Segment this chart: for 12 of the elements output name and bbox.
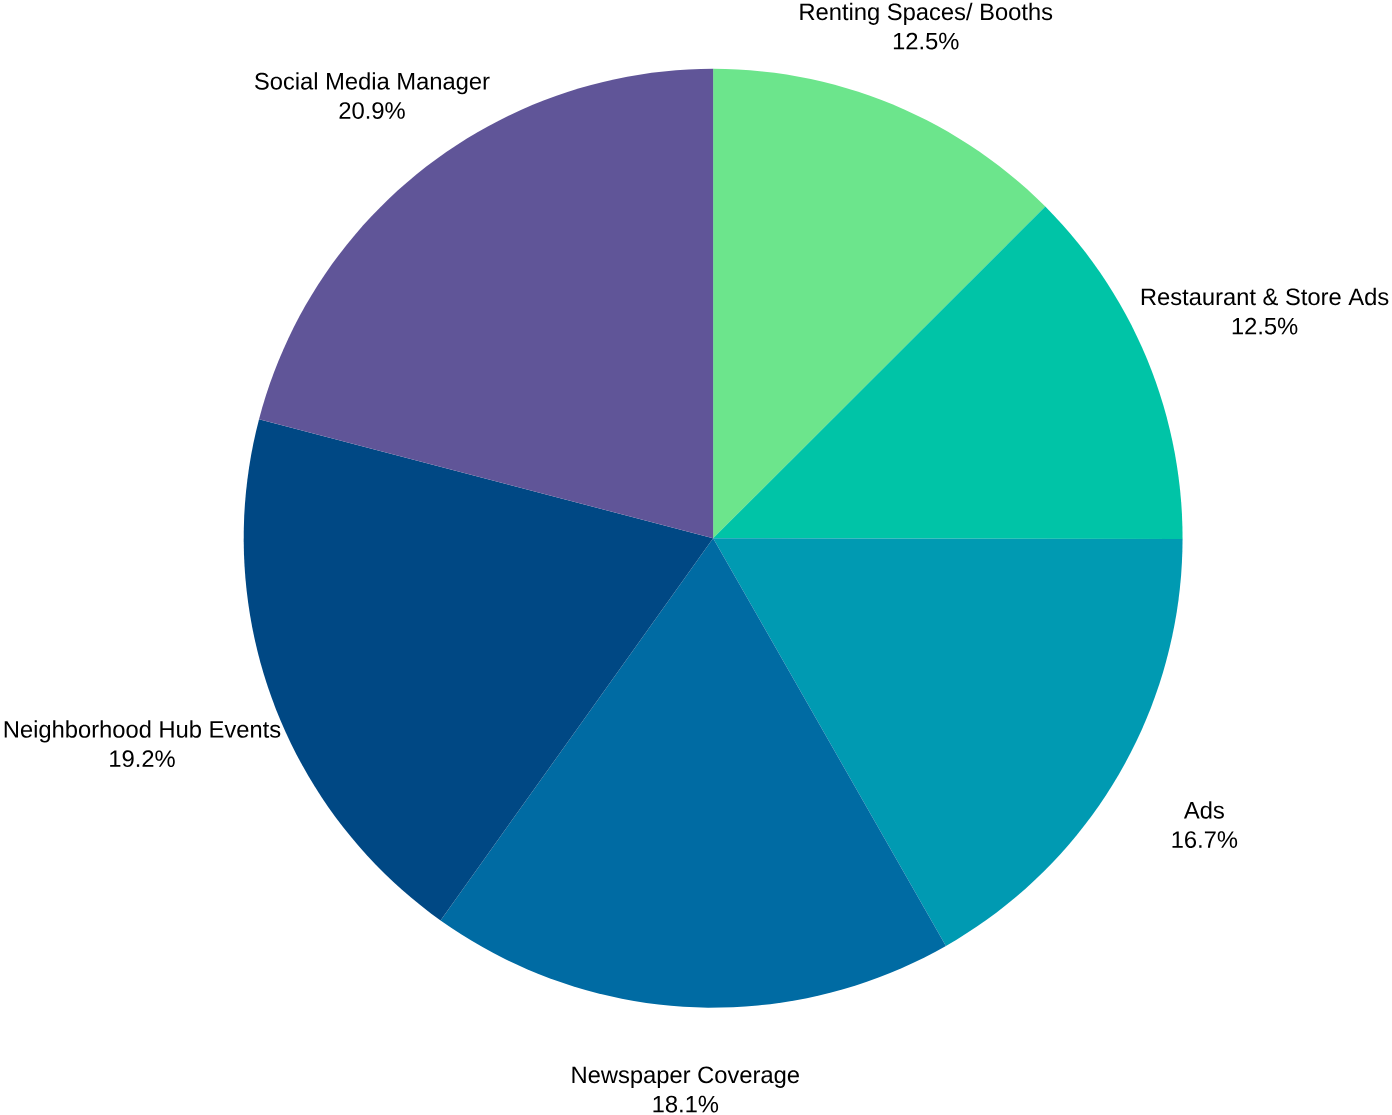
data-label: 18.1% xyxy=(653,1095,719,1113)
slice-label: Restaurant & Store Ads xyxy=(1141,287,1389,306)
slice-label: Neighborhood Hub Events xyxy=(4,720,281,743)
slice-label: Ads xyxy=(1183,801,1224,819)
data-label: 12.5% xyxy=(893,32,959,50)
slice-label: Renting Spaces/ Booths xyxy=(800,2,1053,25)
slice-label: Social Media Manager xyxy=(254,72,490,95)
data-label: 12.5% xyxy=(1232,317,1298,335)
data-label: 19.2% xyxy=(110,750,175,767)
slice-label: Newspaper Coverage xyxy=(572,1066,799,1088)
data-label: 20.9% xyxy=(339,101,405,119)
data-label: 16.7% xyxy=(1172,831,1238,848)
